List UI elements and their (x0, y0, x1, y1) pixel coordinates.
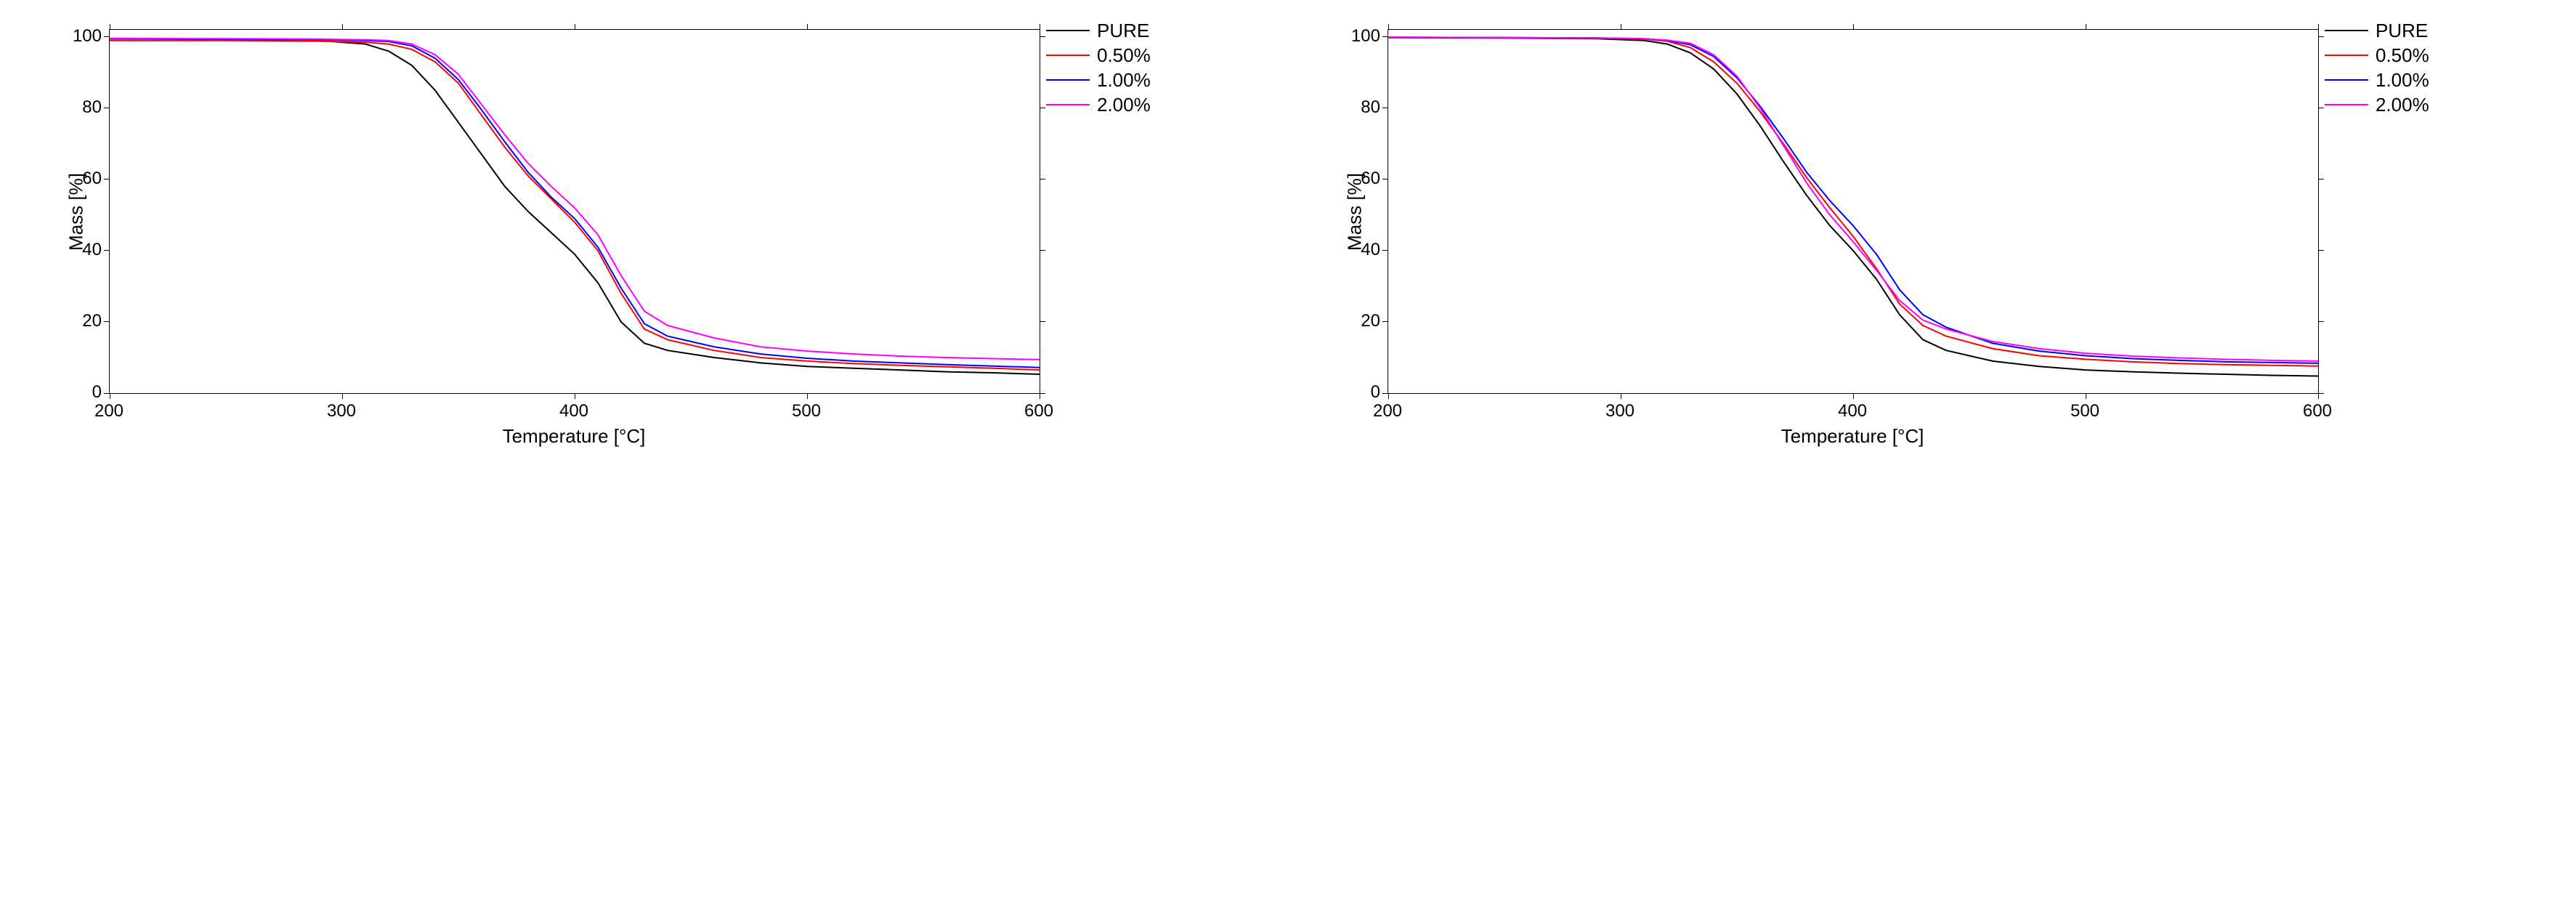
x-tick-label: 200 (1369, 401, 1406, 421)
x-tick-label: 300 (1602, 401, 1638, 421)
chart-panel-left: 200300400500600020406080100Temperature [… (7, 7, 1286, 467)
legend-label: PURE (2375, 20, 2428, 42)
x-tick-label: 400 (556, 401, 592, 421)
x-tick (342, 393, 343, 399)
series-PURE (1388, 38, 2318, 376)
curves-svg (1388, 30, 2318, 393)
legend-swatch (1046, 55, 1090, 56)
x-tick (1388, 393, 1389, 399)
legend-swatch (2325, 55, 2368, 56)
y-tick (104, 36, 110, 37)
legend-label: 0.50% (2375, 44, 2429, 67)
x-tick-label: 600 (1021, 401, 1057, 421)
y-tick-right (2318, 393, 2324, 394)
series-1-00- (1388, 37, 2318, 363)
x-tick-label: 200 (91, 401, 127, 421)
x-axis-label: Temperature [°C] (1765, 425, 1940, 448)
legend-swatch (2325, 30, 2368, 31)
x-tick-top (2318, 24, 2319, 30)
legend-label: 1.00% (2375, 69, 2429, 92)
y-tick-right (2318, 250, 2324, 251)
y-tick (1382, 393, 1388, 394)
legend-label: PURE (1097, 20, 1149, 42)
x-tick-label: 500 (2067, 401, 2103, 421)
curves-svg (110, 30, 1040, 393)
x-tick-top (1853, 24, 1854, 30)
legend-item: PURE (2325, 18, 2429, 43)
legend-swatch (1046, 30, 1090, 31)
legend: PURE0.50%1.00%2.00% (2325, 18, 2429, 117)
legend-swatch (2325, 104, 2368, 105)
y-tick-right (1040, 393, 1045, 394)
legend-label: 2.00% (1097, 94, 1151, 116)
x-axis-label: Temperature [°C] (487, 425, 661, 448)
chart-panel-right: 200300400500600020406080100Temperature [… (1286, 7, 2564, 467)
y-tick (1382, 250, 1388, 251)
x-tick (807, 393, 808, 399)
legend-item: 0.50% (2325, 43, 2429, 68)
x-tick (1853, 393, 1854, 399)
y-tick-right (1040, 321, 1045, 322)
plot-area (109, 29, 1040, 394)
series-PURE (110, 39, 1040, 374)
figure-row: 200300400500600020406080100Temperature [… (0, 0, 2576, 475)
y-tick-label: 80 (65, 97, 102, 118)
y-tick (104, 250, 110, 251)
legend-item: 1.00% (2325, 68, 2429, 92)
y-tick-right (1040, 250, 1045, 251)
legend: PURE0.50%1.00%2.00% (1046, 18, 1151, 117)
y-tick-label: 100 (65, 26, 102, 47)
y-tick-label: 20 (1344, 311, 1380, 331)
series-2-00- (1388, 37, 2318, 361)
legend-swatch (1046, 79, 1090, 81)
y-tick-label: 100 (1344, 26, 1380, 47)
y-tick-label: 0 (1344, 382, 1380, 403)
x-tick-top (807, 24, 808, 30)
legend-label: 1.00% (1097, 69, 1151, 92)
plot-area (1388, 29, 2319, 394)
y-axis-label: Mass [%] (65, 161, 88, 263)
y-tick (1382, 321, 1388, 322)
legend-swatch (1046, 104, 1090, 105)
y-tick-label: 0 (65, 382, 102, 403)
y-tick-right (2318, 321, 2324, 322)
legend-label: 2.00% (2375, 94, 2429, 116)
legend-item: 2.00% (1046, 92, 1151, 117)
y-tick-right (1040, 36, 1045, 37)
legend-item: 0.50% (1046, 43, 1151, 68)
y-tick-label: 20 (65, 311, 102, 331)
series-0-50- (110, 41, 1040, 370)
x-tick (2318, 393, 2319, 399)
y-axis-label: Mass [%] (1344, 161, 1366, 263)
series-2-00- (110, 39, 1040, 360)
y-tick (104, 393, 110, 394)
x-tick-label: 500 (788, 401, 825, 421)
series-0-50- (1388, 37, 2318, 366)
x-tick-top (1388, 24, 1389, 30)
y-tick-right (2318, 36, 2324, 37)
x-tick-top (342, 24, 343, 30)
x-tick-label: 300 (323, 401, 360, 421)
legend-swatch (2325, 79, 2368, 81)
y-tick-label: 80 (1344, 97, 1380, 118)
series-1-00- (110, 39, 1040, 367)
legend-label: 0.50% (1097, 44, 1151, 67)
legend-item: 2.00% (2325, 92, 2429, 117)
y-tick (1382, 36, 1388, 37)
y-tick (104, 321, 110, 322)
legend-item: PURE (1046, 18, 1151, 43)
x-tick-label: 400 (1834, 401, 1871, 421)
legend-item: 1.00% (1046, 68, 1151, 92)
x-tick-label: 600 (2299, 401, 2336, 421)
